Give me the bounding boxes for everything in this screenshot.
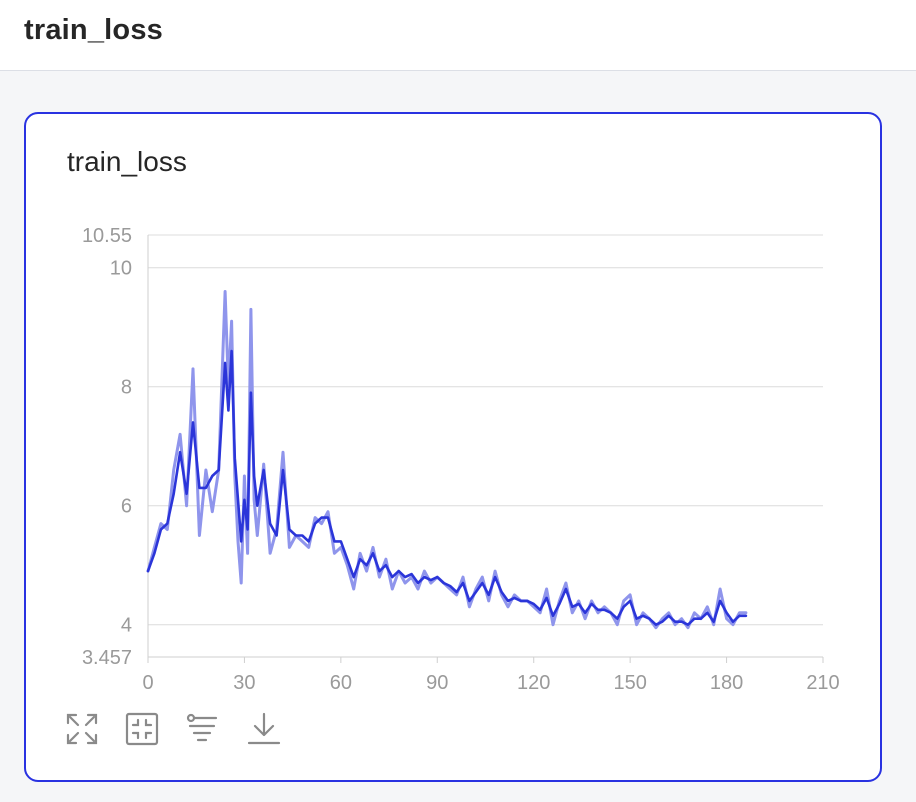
y-tick-label: 6 [121,496,132,518]
series-line-smoothed [146,349,748,627]
x-tick-label: 60 [330,672,352,694]
y-tick-label: 10 [110,258,132,280]
line-chart[interactable]: 3.457 4 6 8 10 10.55 0 30 60 90 120 150 180 210 [26,114,880,714]
chart-title: train_loss [67,146,187,177]
page-title: train_loss [24,14,163,46]
x-tick-label: 210 [806,672,839,694]
y-tick-label: 8 [121,377,132,399]
restore-icon[interactable] [124,711,160,747]
y-tick-label: 10.55 [82,225,132,247]
fullscreen-icon[interactable] [64,711,100,747]
download-icon[interactable] [246,711,282,747]
x-tick-label: 120 [517,672,550,694]
x-tick-label: 150 [613,672,646,694]
header-bar: train_loss [0,0,916,71]
x-tick-label: 0 [142,672,153,694]
series-line-raw [146,290,748,630]
x-tick-label: 30 [233,672,255,694]
y-tick-label: 4 [121,615,132,637]
x-tick-label: 180 [710,672,743,694]
y-tick-label: 3.457 [82,647,132,669]
chart-card: train_loss 3.457 4 6 8 10 10.55 0 30 60 90 120 150 1… [24,112,882,782]
x-tick-label: 90 [426,672,448,694]
filter-icon[interactable] [184,711,220,747]
